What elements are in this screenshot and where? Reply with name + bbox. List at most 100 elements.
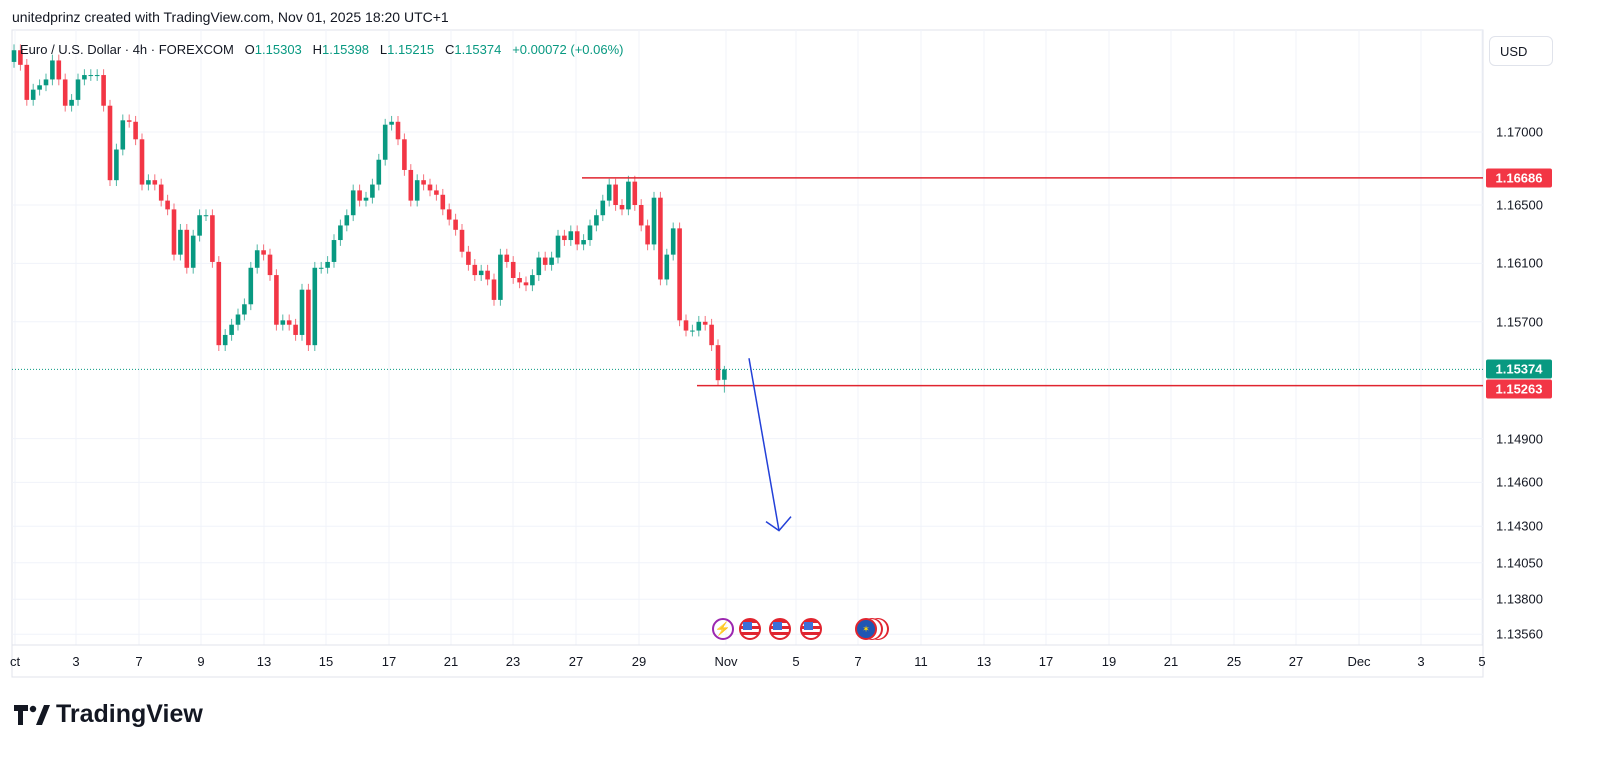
candle-down	[613, 184, 618, 205]
candle-down	[574, 231, 580, 245]
arrow-head-icon	[765, 516, 792, 532]
tradingview-logo[interactable]: TradingView	[14, 700, 203, 729]
candle-down	[158, 184, 164, 201]
grid	[11, 29, 1484, 678]
price-label: 1.13800	[1496, 591, 1543, 607]
candle-down	[24, 64, 30, 100]
candle-up	[530, 275, 535, 286]
price-label: 1.16500	[1496, 197, 1543, 213]
tradingview-logo-icon	[14, 704, 50, 725]
candle-down	[101, 75, 106, 106]
candle-up	[389, 121, 394, 125]
candle-down	[702, 321, 708, 325]
candle-down	[427, 184, 433, 191]
low-label: L	[379, 42, 388, 57]
candle-up	[414, 180, 420, 201]
drawings[interactable]	[12, 177, 1483, 532]
candle-up	[50, 60, 55, 80]
date-label: 19	[1101, 654, 1117, 669]
us-flag-icon[interactable]	[800, 618, 822, 640]
date-label: 13	[256, 654, 272, 669]
chart-border	[11, 29, 1484, 678]
date-label: 23	[505, 654, 521, 669]
candle-up	[722, 369, 727, 380]
date-label: 27	[568, 654, 584, 669]
price-label: 1.16100	[1496, 255, 1543, 271]
candle-down	[440, 194, 446, 210]
candle-up	[280, 320, 286, 325]
us-flag-icon[interactable]	[739, 618, 761, 640]
candle-up	[312, 267, 318, 346]
candle-down	[517, 278, 522, 283]
candle-up	[344, 215, 350, 226]
open-value: 1.15303	[254, 42, 302, 57]
price-label: 1.14600	[1496, 474, 1543, 490]
date-label: 29	[631, 654, 647, 669]
date-label: 7	[854, 654, 862, 669]
candle-down	[619, 205, 625, 210]
candle-up	[178, 229, 183, 255]
high-value: 1.15398	[322, 42, 370, 57]
candle-up	[11, 50, 17, 62]
candle-up	[37, 85, 42, 90]
arrow-line	[748, 358, 780, 531]
open-label: O	[244, 42, 255, 57]
lightning-icon[interactable]: ⚡	[712, 618, 734, 640]
candle-down	[459, 229, 465, 252]
candle-down	[485, 270, 490, 280]
us-flag-icon[interactable]	[769, 618, 791, 640]
candle-down	[286, 320, 292, 325]
candle-up	[690, 330, 695, 332]
date-label: 21	[1163, 654, 1179, 669]
candle-down	[632, 181, 638, 205]
date-label: 17	[1038, 654, 1054, 669]
price-label: 1.17000	[1496, 124, 1543, 140]
candle-up	[587, 225, 593, 241]
symbol-title[interactable]: Euro / U.S. Dollar · 4h · FOREXCOM	[20, 42, 234, 57]
candle-down	[306, 289, 311, 346]
price-label: 1.13560	[1496, 626, 1543, 642]
candle-down	[523, 282, 529, 286]
close-label: C	[444, 42, 455, 57]
date-label: 7	[135, 654, 143, 669]
candle-down	[510, 261, 516, 278]
candle-down	[434, 190, 439, 195]
date-label: 25	[1226, 654, 1242, 669]
candle-up	[581, 240, 586, 245]
candle-down	[715, 345, 721, 381]
candle-down	[421, 180, 426, 185]
candle-down	[62, 79, 68, 106]
date-label: 5	[1478, 654, 1486, 669]
date-label: Dec	[1347, 654, 1371, 669]
price-label: 1.14900	[1496, 431, 1543, 447]
date-label: 11	[914, 654, 928, 669]
candle-up	[376, 159, 382, 185]
last-price-tag: 1.15374	[1486, 359, 1552, 379]
candle-up	[229, 324, 234, 335]
candle-up	[696, 321, 702, 331]
candle-up	[94, 75, 100, 77]
candle-down	[274, 275, 279, 325]
candle-up	[146, 180, 151, 185]
candle-down	[446, 209, 452, 220]
candle-down	[395, 121, 401, 140]
candle-up	[664, 254, 670, 280]
eu-flag-icon[interactable]: ✶	[855, 618, 877, 640]
candle-up	[555, 235, 561, 258]
candle-down	[562, 235, 567, 241]
date-label: 15	[318, 654, 334, 669]
currency-button[interactable]: USD	[1489, 36, 1553, 66]
candle-down	[466, 251, 471, 265]
candle-up	[651, 197, 657, 245]
candle-down	[491, 279, 497, 300]
candle-down	[261, 250, 266, 255]
flag-canton	[804, 622, 813, 630]
date-label: 21	[443, 654, 459, 669]
candle-up	[370, 184, 375, 198]
logo-text: TradingView	[56, 700, 203, 728]
candle-down	[402, 139, 407, 170]
candle-down	[504, 254, 510, 262]
candle-up	[594, 215, 599, 226]
date-label: 17	[381, 654, 397, 669]
